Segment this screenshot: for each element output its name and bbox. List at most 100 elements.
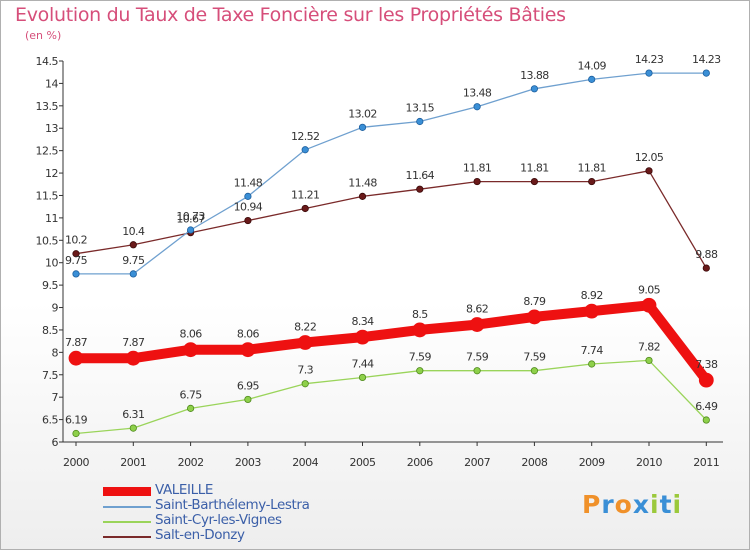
legend-label: VALEILLE — [155, 482, 214, 498]
data-label: 11.81 — [463, 162, 492, 175]
data-label: 14.23 — [635, 53, 664, 66]
logo-letter: i — [672, 490, 683, 519]
data-label: 8.06 — [237, 328, 260, 341]
data-point — [125, 350, 141, 366]
data-label: 7.44 — [351, 357, 374, 370]
y-tick-label: 8 — [52, 346, 59, 359]
y-tick-label: 6.5 — [42, 414, 58, 427]
series-line — [75, 72, 707, 275]
data-point — [301, 204, 309, 213]
data-point — [72, 429, 80, 438]
data-point — [530, 85, 539, 93]
data-label: 6.31 — [122, 408, 144, 421]
data-point — [301, 146, 309, 154]
data-point — [244, 216, 252, 225]
data-point — [416, 185, 424, 193]
legend-swatch — [103, 536, 151, 538]
data-point — [645, 167, 653, 175]
data-point — [645, 69, 653, 77]
data-label: 7.38 — [695, 358, 718, 371]
data-label: 13.15 — [406, 102, 435, 115]
data-label: 11.48 — [234, 176, 263, 189]
data-label: 7.59 — [523, 351, 546, 364]
data-point — [412, 322, 428, 338]
data-point — [416, 117, 424, 126]
legend-swatch — [103, 506, 151, 508]
y-tick-label: 10 — [45, 257, 58, 270]
logo-letter: t — [659, 490, 673, 519]
data-label: 10.94 — [234, 201, 263, 214]
unit-label: (en %) — [25, 29, 62, 42]
legend-label: Salt-en-Donzy — [155, 527, 245, 543]
data-label: 8.34 — [351, 315, 374, 328]
data-label: 14.23 — [692, 53, 721, 66]
data-label: 9.75 — [122, 254, 145, 267]
data-point — [641, 297, 657, 313]
logo-letter: o — [614, 490, 633, 519]
y-tick-label: 14.5 — [36, 55, 59, 68]
y-tick-label: 9.5 — [42, 279, 58, 292]
data-label: 9.88 — [695, 248, 718, 261]
data-point — [645, 356, 653, 365]
data-label: 8.79 — [523, 295, 546, 308]
data-point — [68, 350, 84, 366]
data-point — [129, 270, 137, 278]
data-label: 10.67 — [176, 213, 205, 226]
data-point — [469, 317, 485, 332]
logo-letter: P — [582, 490, 602, 519]
data-point — [358, 123, 367, 131]
y-tick-label: 7 — [52, 391, 59, 404]
data-point — [240, 342, 256, 358]
y-tick-label: 7.5 — [42, 369, 58, 382]
data-point — [584, 303, 600, 319]
data-label: 6.75 — [180, 388, 203, 401]
data-point — [72, 270, 80, 278]
x-tick-label: 2001 — [120, 456, 146, 469]
data-label: 11.81 — [520, 162, 549, 175]
data-point — [244, 192, 252, 200]
y-tick-label: 14 — [45, 77, 58, 90]
x-tick-label: 2003 — [235, 456, 261, 469]
legend-label: Saint-Barthélemy-Lestra — [155, 497, 310, 513]
x-tick-label: 2008 — [521, 456, 547, 469]
data-point — [187, 226, 195, 234]
x-tick-label: 2009 — [579, 456, 605, 469]
data-point — [527, 309, 542, 325]
data-point — [588, 360, 596, 368]
data-point — [297, 335, 313, 350]
data-point — [698, 372, 714, 388]
data-label: 7.3 — [297, 364, 313, 377]
legend-swatch — [103, 487, 151, 496]
x-tick-label: 2000 — [63, 456, 89, 469]
x-tick-label: 2004 — [292, 456, 318, 469]
y-tick-label: 13 — [45, 122, 58, 135]
y-tick-label: 12 — [45, 167, 58, 180]
data-label: 8.62 — [466, 303, 488, 316]
data-label: 11.64 — [406, 169, 435, 182]
chart-title: Evolution du Taux de Taxe Foncière sur l… — [15, 4, 566, 26]
data-label: 8.22 — [294, 320, 316, 333]
data-point — [358, 192, 367, 200]
x-tick-label: 2010 — [636, 456, 662, 469]
data-label: 6.19 — [65, 413, 88, 426]
data-point — [129, 241, 137, 249]
y-tick-label: 11.5 — [36, 189, 59, 202]
data-label: 10.73 — [176, 210, 205, 223]
logo-letter: r — [601, 490, 615, 519]
data-label: 11.48 — [348, 176, 377, 189]
x-tick-label: 2002 — [178, 456, 204, 469]
data-label: 7.59 — [409, 351, 432, 364]
data-point — [187, 404, 195, 412]
proxiti-logo: Proxiti — [582, 490, 682, 519]
data-label: 7.82 — [638, 340, 660, 353]
data-label: 8.5 — [412, 308, 428, 321]
y-tick-label: 9 — [52, 302, 59, 315]
data-point — [358, 373, 367, 382]
data-point — [244, 395, 252, 404]
data-label: 10.4 — [122, 225, 145, 238]
y-tick-label: 11 — [45, 212, 58, 225]
y-tick-label: 6 — [52, 436, 59, 449]
series-line — [75, 359, 707, 435]
data-label: 11.21 — [291, 188, 320, 201]
